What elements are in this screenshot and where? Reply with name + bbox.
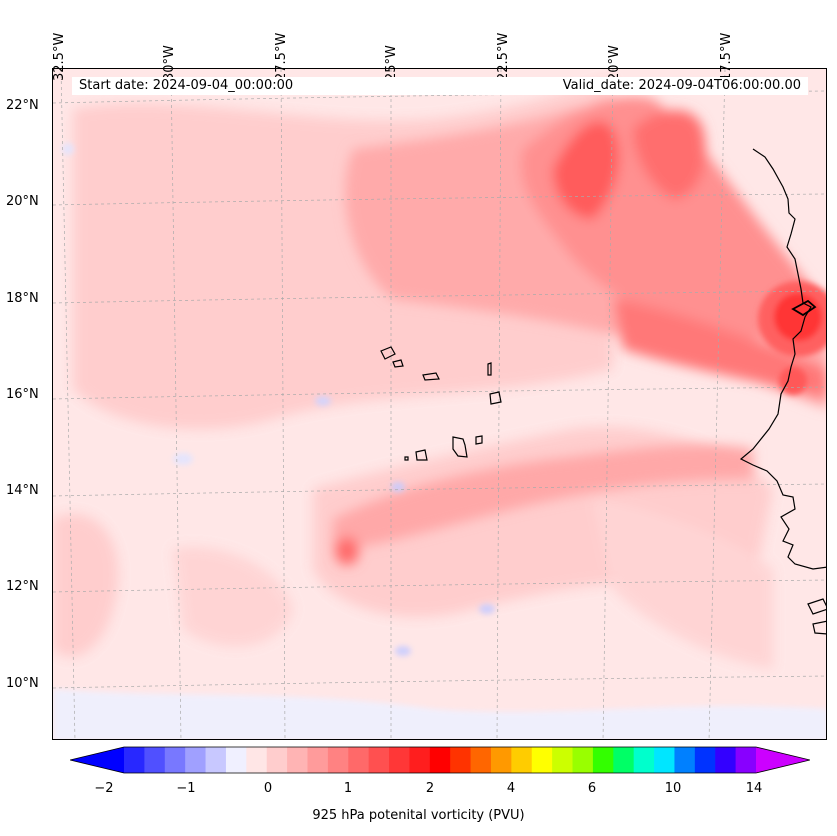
- map-plot-area: [52, 68, 827, 740]
- colorbar-swatch: [327, 747, 349, 773]
- colorbar: [70, 746, 810, 774]
- colorbar-tick: 2: [425, 781, 435, 796]
- colorbar-swatch: [185, 747, 207, 773]
- pv-field: [53, 69, 826, 739]
- colorbar-swatch: [511, 747, 533, 773]
- colorbar-swatch: [531, 747, 553, 773]
- colorbar-swatch: [225, 747, 247, 773]
- latitude-label: 18°N: [6, 291, 39, 306]
- colorbar-swatch: [205, 747, 227, 773]
- latitude-label: 14°N: [6, 483, 39, 498]
- colorbar-tick: 6: [587, 781, 597, 796]
- colorbar-swatch: [389, 747, 410, 773]
- colorbar-swatch: [694, 747, 716, 773]
- colorbar-swatch: [654, 747, 675, 773]
- colorbar-swatch: [450, 747, 472, 773]
- colorbar-swatch: [552, 747, 574, 773]
- latitude-label: 10°N: [6, 676, 39, 691]
- colorbar-tick: 4: [506, 781, 516, 796]
- longitude-label: 32.5°W: [52, 32, 67, 81]
- colorbar-swatch: [470, 747, 492, 773]
- colorbar-swatch: [246, 747, 268, 773]
- longitude-label: 25°W: [384, 45, 399, 81]
- colorbar-swatch: [307, 747, 329, 773]
- colorbar-swatch: [592, 747, 614, 773]
- longitude-label: 22.5°W: [496, 32, 511, 81]
- colorbar-swatch: [572, 747, 594, 773]
- longitude-label: 27.5°W: [274, 32, 289, 81]
- colorbar-tick: 14: [745, 781, 763, 796]
- colorbar-swatch: [144, 747, 166, 773]
- colorbar-extend-max: [756, 747, 810, 773]
- colorbar-outline: [70, 746, 810, 774]
- valid-date-label: Valid_date: 2024-09-04T06:00:00.00: [562, 78, 801, 93]
- latitude-label: 22°N: [6, 98, 39, 113]
- colorbar-tick: 0: [263, 781, 273, 796]
- latitude-label: 16°N: [6, 387, 39, 402]
- colorbar-swatch: [490, 747, 512, 773]
- colorbar-swatch: [674, 747, 696, 773]
- latitude-label: 12°N: [6, 579, 39, 594]
- longitude-label: 20°W: [607, 45, 622, 81]
- colorbar-swatch: [164, 747, 186, 773]
- colorbar-label: 925 hPa potenital vorticity (PVU): [312, 808, 525, 823]
- colorbar-tick: −1: [176, 781, 196, 796]
- latitude-label: 20°N: [6, 194, 39, 209]
- colorbar-swatch: [124, 747, 145, 773]
- colorbar-extend-min: [70, 747, 124, 773]
- colorbar-swatch: [409, 747, 431, 773]
- longitude-label: 30°W: [162, 45, 177, 81]
- colorbar-swatch: [633, 747, 655, 773]
- start-date-label: Start date: 2024-09-04_00:00:00: [79, 78, 294, 93]
- colorbar-swatch: [735, 747, 757, 773]
- colorbar-swatch: [287, 747, 308, 773]
- colorbar-swatch: [429, 747, 451, 773]
- colorbar-tick: 10: [664, 781, 682, 796]
- colorbar-swatch: [266, 747, 288, 773]
- colorbar-swatch: [368, 747, 390, 773]
- colorbar-swatch: [715, 747, 737, 773]
- colorbar-tick: 1: [343, 781, 353, 796]
- longitude-label: 17.5°W: [719, 32, 734, 81]
- info-bar: [72, 77, 808, 95]
- colorbar-tick: −2: [94, 781, 114, 796]
- colorbar-swatch: [348, 747, 370, 773]
- colorbar-swatch: [613, 747, 635, 773]
